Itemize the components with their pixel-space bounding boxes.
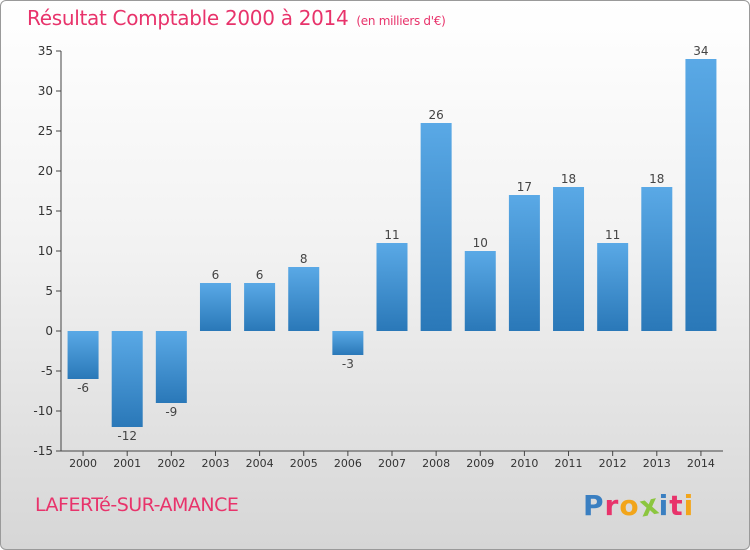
brand-letter: o [619,489,640,522]
bar [641,187,673,331]
data-label: -12 [117,429,137,443]
brand-letter: t [669,489,684,522]
data-label: 6 [256,268,264,282]
y-tick-label: -5 [41,364,53,378]
bar [508,195,540,331]
y-tick-label: -10 [33,404,53,418]
bar [288,267,320,331]
chart-subtitle: (en milliers d'€) [356,14,446,28]
bar [199,283,231,331]
data-label: 11 [384,228,399,242]
data-label: 6 [212,268,220,282]
brand-letter: r [604,489,620,522]
y-tick-label: 10 [38,244,53,258]
bar [420,123,452,331]
data-label: 26 [428,108,443,122]
x-tick-label: 2014 [687,457,715,470]
data-label: -3 [342,357,354,371]
data-label: 11 [605,228,620,242]
bar [67,331,99,379]
x-tick-label: 2013 [643,457,671,470]
x-tick-label: 2010 [510,457,538,470]
y-tick-label: -15 [33,444,53,458]
chart-title: Résultat Comptable 2000 à 2014 (en millie… [27,6,446,30]
data-label: -6 [77,381,89,395]
y-tick-label: 5 [45,284,53,298]
commune-name: LAFERTé-SUR-AMANCE [35,494,239,516]
bar [332,331,364,355]
data-label: 18 [649,172,664,186]
y-tick-label: 25 [38,124,53,138]
x-tick-label: 2009 [466,457,494,470]
x-tick-label: 2012 [599,457,627,470]
x-tick-label: 2011 [555,457,583,470]
x-tick-label: 2002 [157,457,185,470]
y-tick-label: 20 [38,164,53,178]
chart-title-text: Résultat Comptable 2000 à 2014 [27,6,349,30]
bar [464,251,496,331]
brand-letter: i [658,489,670,522]
y-tick-label: 0 [45,324,53,338]
x-tick-label: 2004 [246,457,274,470]
bar [597,243,629,331]
brand-letter: i [683,489,695,522]
y-tick-label: 15 [38,204,53,218]
bar [111,331,143,427]
x-tick-label: 2005 [290,457,318,470]
y-tick-label: 35 [38,44,53,58]
bar [685,59,717,331]
brand-letter: P [583,489,605,522]
data-label: 17 [517,180,532,194]
bar [155,331,187,403]
bar [553,187,585,331]
data-label: 8 [300,252,308,266]
x-tick-label: 2007 [378,457,406,470]
x-tick-label: 2008 [422,457,450,470]
bar [244,283,276,331]
data-label: 34 [693,44,708,58]
y-tick-label: 30 [38,84,53,98]
bar [376,243,408,331]
x-tick-label: 2001 [113,457,141,470]
data-label: 18 [561,172,576,186]
x-tick-label: 2003 [201,457,229,470]
brand-logo: Proxiti [583,487,695,523]
data-label: 10 [473,236,488,250]
data-label: -9 [165,405,177,419]
x-tick-label: 2006 [334,457,362,470]
x-tick-label: 2000 [69,457,97,470]
